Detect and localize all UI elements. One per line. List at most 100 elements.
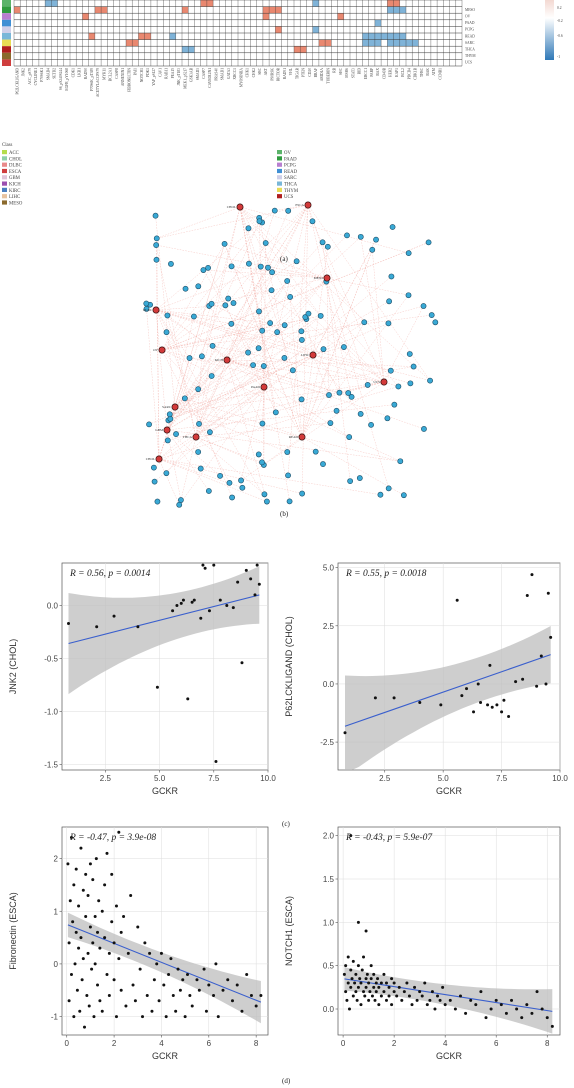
network-edge bbox=[226, 359, 352, 398]
network-edge bbox=[301, 295, 409, 438]
column-label: MEK1_pS217 bbox=[183, 68, 187, 89]
column-label: NOTCH1 bbox=[140, 68, 144, 82]
leaf-node bbox=[405, 250, 412, 257]
legend-label: LIHC bbox=[9, 195, 20, 200]
data-point bbox=[359, 981, 363, 985]
data-point bbox=[236, 580, 240, 584]
data-point bbox=[476, 682, 480, 686]
network-edge bbox=[158, 358, 190, 460]
data-point bbox=[539, 654, 543, 658]
legend-label: THYM bbox=[284, 189, 299, 194]
x-tick-label: 6 bbox=[207, 1039, 212, 1048]
data-point bbox=[549, 635, 553, 639]
network-edge bbox=[166, 280, 288, 431]
hub-label: LIHC bbox=[301, 353, 310, 357]
leaf-node bbox=[267, 320, 274, 326]
data-point bbox=[455, 598, 459, 602]
data-point bbox=[216, 1015, 220, 1019]
data-point bbox=[387, 985, 391, 989]
hub-node bbox=[152, 306, 160, 314]
data-point bbox=[91, 941, 95, 945]
heatmap-cell bbox=[312, 26, 319, 33]
column-label: JNK2 bbox=[22, 68, 26, 77]
network-edge bbox=[155, 309, 411, 384]
y-tick-label: 2 bbox=[54, 855, 59, 864]
network-edge bbox=[322, 242, 328, 279]
data-point bbox=[150, 1009, 154, 1013]
data-point bbox=[202, 967, 206, 971]
network-edge bbox=[156, 244, 328, 279]
data-point bbox=[489, 1007, 493, 1011]
network-edge bbox=[161, 349, 401, 462]
legend-label: KICH bbox=[9, 183, 21, 188]
data-point bbox=[67, 941, 71, 945]
leaf-node bbox=[284, 278, 291, 284]
data-point bbox=[507, 715, 511, 719]
row-label: PAAD bbox=[465, 21, 475, 25]
network-edge bbox=[161, 222, 263, 351]
data-point bbox=[460, 694, 464, 698]
network-edge bbox=[226, 318, 307, 361]
data-point bbox=[84, 872, 88, 876]
leaf-node bbox=[146, 421, 152, 428]
column-label: CDK1B bbox=[414, 67, 418, 79]
leaf-node bbox=[205, 488, 212, 494]
leaf-node bbox=[324, 243, 331, 250]
hub-label: OV bbox=[153, 348, 158, 352]
data-point bbox=[244, 568, 248, 572]
data-point bbox=[490, 705, 494, 709]
data-point bbox=[448, 998, 452, 1002]
leaf-node bbox=[262, 240, 269, 246]
legend-label: CHOL bbox=[9, 157, 22, 162]
column-label: SETD2 bbox=[53, 68, 57, 79]
network-edge bbox=[161, 303, 212, 351]
data-point bbox=[425, 1003, 429, 1007]
x-tick-label: 10.0 bbox=[260, 774, 276, 783]
data-point bbox=[392, 981, 396, 985]
data-point bbox=[74, 930, 78, 934]
y-axis-label: P62LCKLIGAND (CHOL) bbox=[284, 616, 294, 717]
column-label: PAI1 bbox=[134, 68, 138, 75]
scatter-panel-d: 0 2 4 6 8 2 1 0 -1 GCKR Fibronectin (ESCA) R = -0.4… bbox=[8, 826, 561, 1085]
panel-label-b: (b) bbox=[280, 510, 289, 518]
legend-swatch bbox=[2, 200, 7, 205]
leaf-node bbox=[410, 363, 417, 370]
network-edge bbox=[155, 305, 226, 311]
data-point bbox=[374, 981, 378, 985]
row-label: MESO bbox=[465, 8, 475, 12]
column-label: CD20 bbox=[308, 68, 312, 77]
column-label: PTEN bbox=[302, 68, 306, 77]
leaf-node bbox=[357, 233, 364, 240]
data-point bbox=[68, 899, 72, 903]
hub-label: THCA bbox=[183, 435, 193, 439]
leaf-node bbox=[151, 478, 158, 485]
y-tick-label: -1.0 bbox=[44, 708, 58, 717]
leaf-node bbox=[317, 312, 324, 319]
legend-label: ESCA bbox=[9, 170, 22, 175]
class-legend: ACCCHOLDLBCESCAGBMKICHKIRCLIHCMESOOVPAAD… bbox=[2, 150, 299, 206]
leaf-node bbox=[176, 501, 183, 508]
data-point bbox=[255, 563, 259, 567]
network-edge bbox=[226, 210, 275, 361]
data-point bbox=[190, 1004, 194, 1008]
legend-swatch bbox=[2, 194, 7, 199]
scatter-panel-c: 2.5 5.0 7.5 10.0 0.0 -0.5 -1.0 -1.5 GCKR JNK2 (CH… bbox=[8, 562, 568, 828]
legend-label: OV bbox=[284, 151, 291, 156]
network-edge bbox=[239, 206, 409, 254]
data-point bbox=[418, 701, 422, 705]
data-point bbox=[74, 867, 78, 871]
data-point bbox=[80, 978, 84, 982]
leaf-node bbox=[225, 295, 232, 302]
network-edge bbox=[195, 356, 203, 438]
data-point bbox=[535, 684, 539, 688]
leaf-node bbox=[154, 498, 161, 505]
leaf-node bbox=[163, 470, 170, 477]
data-point bbox=[124, 1004, 128, 1008]
scale-bar bbox=[545, 0, 554, 60]
data-point bbox=[131, 983, 135, 987]
y-tick-label: -0.5 bbox=[44, 655, 58, 664]
network-edges bbox=[146, 204, 432, 505]
leaf-node bbox=[373, 236, 379, 243]
legend-swatch bbox=[2, 181, 7, 186]
data-point bbox=[69, 972, 73, 976]
